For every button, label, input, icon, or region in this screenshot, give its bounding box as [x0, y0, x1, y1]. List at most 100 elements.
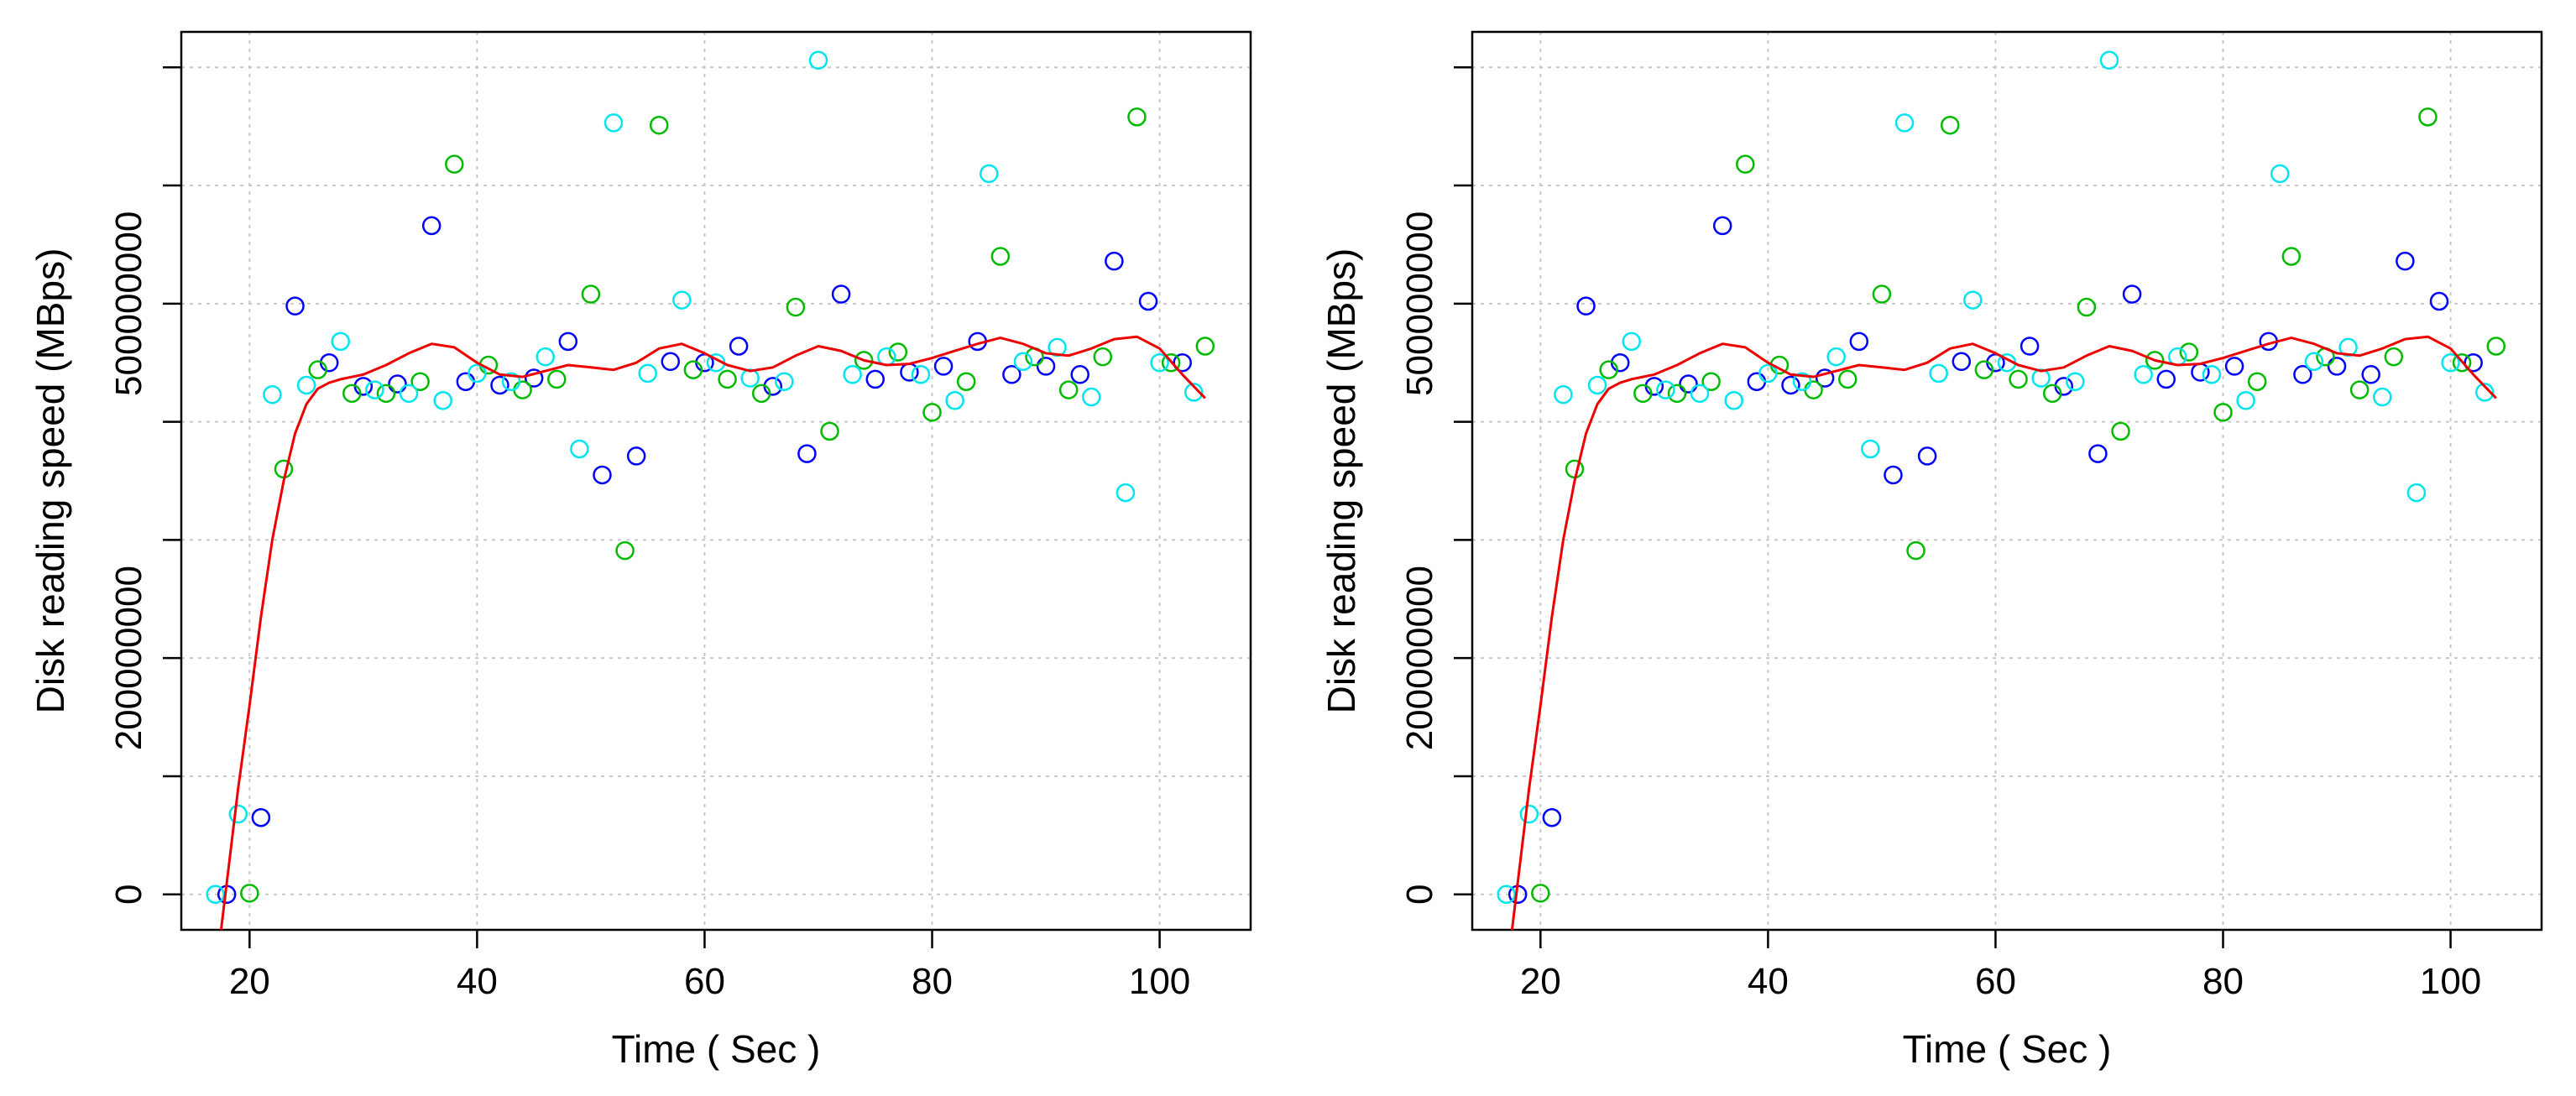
fit-line: [1510, 335, 2497, 930]
green-point: [922, 403, 942, 422]
green-point: [2042, 384, 2062, 404]
green-point: [786, 297, 806, 317]
green-point: [1195, 337, 1215, 356]
cyan-point: [399, 384, 419, 404]
green-point: [2145, 351, 2165, 370]
y-axis-label: Disk reading speed (MBps): [1319, 248, 1363, 714]
green-point: [1838, 369, 1858, 389]
cyan-point: [228, 804, 248, 824]
cyan-point: [1861, 439, 1880, 459]
green-point: [2418, 107, 2438, 127]
cyan-point: [2338, 337, 2358, 358]
blue-point: [2396, 251, 2415, 271]
cyan-point: [2270, 164, 2290, 184]
x-tick-label: 80: [912, 961, 953, 1002]
green-point: [410, 372, 430, 391]
blue-point: [524, 368, 544, 388]
cyan-point: [2474, 383, 2495, 402]
cyan-point: [1622, 331, 1641, 352]
x-tick-label: 20: [229, 961, 270, 1002]
fit-line: [219, 335, 1206, 930]
plot-frame: [180, 30, 1252, 932]
y-tick-label: 200000000: [1399, 566, 1440, 750]
cyan-point: [1724, 391, 1743, 410]
green-point: [376, 384, 396, 404]
blue-point: [1138, 291, 1158, 311]
blue-point: [388, 374, 407, 394]
blue-point: [2429, 291, 2449, 311]
green-point: [240, 884, 259, 903]
green-point: [751, 384, 771, 404]
blue-point: [626, 446, 646, 466]
blue-point: [1712, 216, 1732, 236]
cyan-point: [1656, 380, 1675, 399]
cyan-point: [1690, 384, 1710, 404]
blue-point: [2122, 284, 2142, 304]
x-tick-label: 60: [1975, 961, 2016, 1002]
cyan-point: [911, 365, 931, 384]
green-point: [308, 360, 327, 379]
blue-point: [1917, 446, 1937, 466]
blue-point: [285, 296, 305, 316]
cyan-point: [638, 363, 657, 384]
blue-point: [421, 216, 442, 236]
cyan-point: [1183, 383, 1204, 402]
cyan-point: [1519, 804, 1539, 824]
blue-point: [1542, 808, 1562, 827]
blue-point: [1781, 375, 1800, 395]
cyan-point: [1554, 384, 1573, 404]
green-point: [888, 342, 908, 362]
cyan-point: [536, 347, 555, 367]
green-point: [683, 360, 703, 379]
blue-point: [831, 284, 851, 304]
blue-point: [2464, 352, 2483, 373]
blue-point: [593, 465, 612, 485]
y-tick-label: 0: [1399, 885, 1440, 905]
cyan-point: [1587, 375, 1607, 395]
cyan-point: [501, 372, 521, 391]
cyan-point: [740, 368, 760, 388]
green-point: [1531, 884, 1550, 903]
y-tick-label: 200000000: [108, 566, 149, 750]
blue-point: [1105, 251, 1124, 271]
green-point: [649, 115, 669, 135]
green-point: [2349, 380, 2370, 399]
green-point: [2009, 369, 2028, 389]
green-point: [342, 384, 362, 404]
green-point: [718, 369, 737, 389]
blue-point: [558, 331, 578, 352]
green-point: [615, 540, 635, 561]
cyan-point: [1929, 363, 1948, 384]
blue-point: [933, 357, 954, 376]
cyan-point: [206, 885, 225, 905]
cyan-point: [1792, 372, 1812, 391]
cyan-point: [1826, 347, 1846, 367]
cyan-point: [775, 372, 794, 391]
cyan-point: [468, 363, 487, 384]
green-point: [2452, 352, 2472, 373]
blue-point: [729, 337, 749, 356]
cyan-point: [2236, 391, 2255, 410]
y-tick-label: 500000000: [1399, 211, 1440, 396]
green-point: [1599, 360, 1618, 379]
cyan-point: [331, 331, 350, 352]
green-point: [1701, 372, 1721, 391]
x-tick-label: 40: [457, 961, 498, 1002]
cyan-point: [672, 290, 692, 310]
green-point: [2486, 337, 2506, 356]
green-point: [1906, 540, 1925, 561]
blue-point: [1173, 352, 1192, 373]
blue-point: [490, 375, 509, 395]
cyan-point: [808, 50, 828, 70]
green-point: [1872, 284, 1892, 304]
x-axis-label: Time ( Sec ): [612, 1027, 821, 1071]
green-point: [1127, 107, 1147, 127]
green-point: [2213, 403, 2233, 422]
cyan-point: [263, 384, 282, 404]
cyan-point: [2099, 50, 2119, 70]
x-tick-label: 100: [2420, 961, 2481, 1002]
blue-point: [2156, 369, 2176, 389]
x-tick-label: 100: [1129, 961, 1190, 1002]
cyan-point: [843, 365, 862, 384]
green-point: [1058, 380, 1079, 399]
